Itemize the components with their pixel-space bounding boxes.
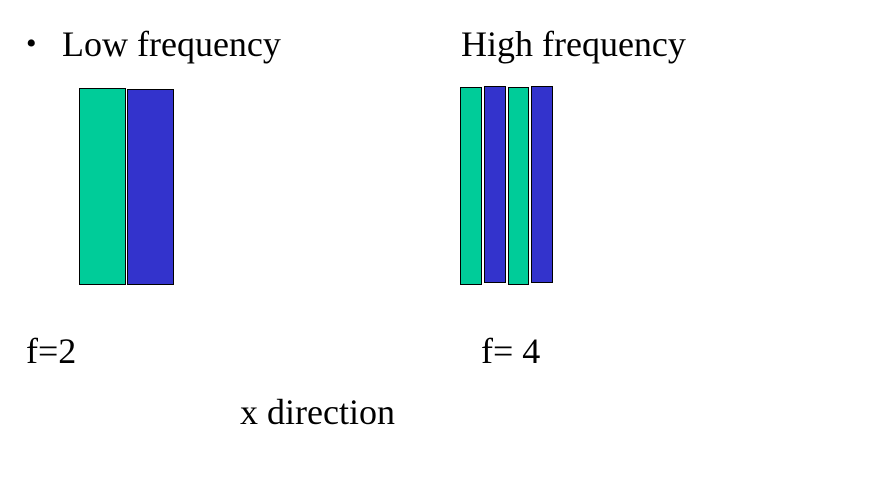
high-bar-1 <box>460 87 482 285</box>
high-frequency-bars <box>460 86 553 285</box>
high-frequency-title: High frequency <box>461 24 686 64</box>
low-frequency-heading: • Low frequency <box>26 26 281 62</box>
low-frequency-formula: f=2 <box>26 331 77 371</box>
high-bar-4 <box>531 86 553 283</box>
low-frequency-bars <box>79 88 174 285</box>
low-bar-2 <box>127 89 174 285</box>
high-bar-2 <box>483 86 506 283</box>
bullet-icon: • <box>26 27 37 60</box>
low-bar-1 <box>79 88 126 285</box>
low-frequency-title: Low frequency <box>62 24 281 64</box>
high-frequency-formula: f= 4 <box>481 331 541 371</box>
x-direction-label: x direction <box>240 392 395 432</box>
high-bar-3 <box>507 87 530 285</box>
